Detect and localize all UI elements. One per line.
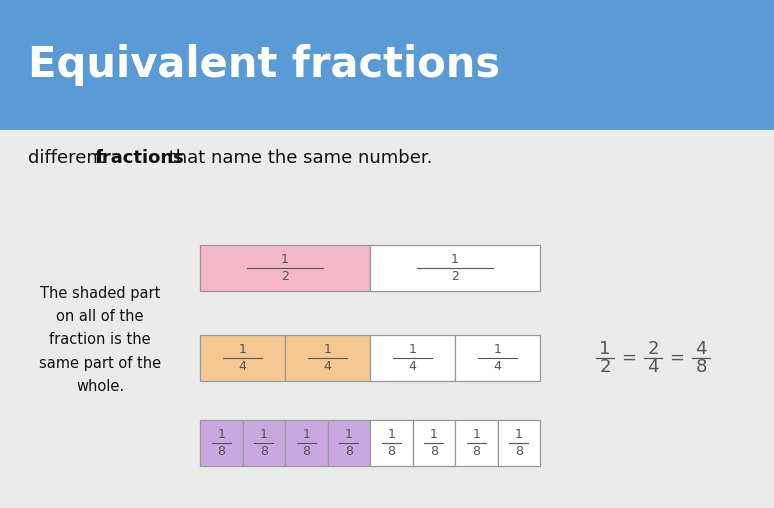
Text: 4: 4: [647, 358, 659, 376]
Text: 1: 1: [494, 343, 502, 356]
Text: fractions: fractions: [95, 149, 185, 167]
Text: 1: 1: [599, 340, 611, 358]
Text: 1: 1: [409, 343, 416, 356]
Bar: [455, 335, 540, 381]
Text: 1: 1: [430, 428, 437, 441]
Bar: [200, 420, 242, 466]
Text: 8: 8: [260, 445, 268, 458]
Bar: [370, 420, 413, 466]
Bar: [370, 245, 540, 291]
Bar: [327, 420, 370, 466]
Text: 2: 2: [281, 270, 289, 283]
Text: 8: 8: [217, 445, 225, 458]
Text: 2: 2: [451, 270, 459, 283]
Text: 8: 8: [344, 445, 353, 458]
Text: 2: 2: [647, 340, 659, 358]
Text: 1: 1: [451, 253, 459, 266]
Text: 8: 8: [430, 445, 438, 458]
Bar: [200, 335, 285, 381]
Text: Equivalent fractions: Equivalent fractions: [28, 44, 500, 86]
Text: 1: 1: [344, 428, 353, 441]
Bar: [0, 0, 774, 130]
Text: 1: 1: [217, 428, 225, 441]
Text: =: =: [622, 349, 636, 367]
Text: 8: 8: [515, 445, 522, 458]
Text: 1: 1: [303, 428, 310, 441]
Bar: [455, 420, 498, 466]
Text: 1: 1: [472, 428, 480, 441]
Text: 1: 1: [515, 428, 522, 441]
Bar: [413, 420, 455, 466]
Text: 4: 4: [494, 360, 502, 373]
Bar: [200, 245, 370, 291]
Text: 8: 8: [472, 445, 480, 458]
Text: 8: 8: [303, 445, 310, 458]
Text: 4: 4: [695, 340, 707, 358]
Text: 1: 1: [260, 428, 268, 441]
Bar: [242, 420, 285, 466]
Text: 4: 4: [238, 360, 246, 373]
Text: 8: 8: [387, 445, 396, 458]
Text: The shaded part
on all of the
fraction is the
same part of the
whole.: The shaded part on all of the fraction i…: [39, 285, 161, 394]
Bar: [285, 420, 327, 466]
Text: 1: 1: [324, 343, 331, 356]
Bar: [498, 420, 540, 466]
Text: =: =: [670, 349, 684, 367]
Text: 1: 1: [238, 343, 246, 356]
Text: 1: 1: [281, 253, 289, 266]
Text: 4: 4: [324, 360, 331, 373]
Bar: [285, 335, 370, 381]
Text: that name the same number.: that name the same number.: [163, 149, 433, 167]
Text: 4: 4: [409, 360, 416, 373]
Text: 1: 1: [387, 428, 396, 441]
Text: different: different: [28, 149, 111, 167]
Text: 2: 2: [599, 358, 611, 376]
Text: 8: 8: [695, 358, 707, 376]
Bar: [370, 335, 455, 381]
